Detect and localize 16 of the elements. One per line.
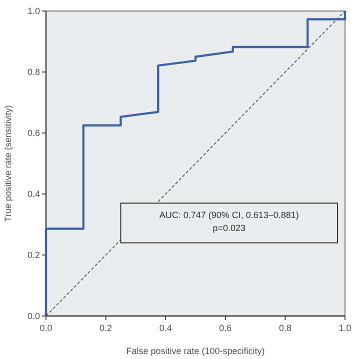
x-tick-label: 0.6 [219, 323, 232, 333]
x-tick-label: 1.0 [338, 323, 352, 333]
annotation: p=0.023 [212, 223, 246, 234]
y-tick-label: 0.6 [27, 128, 40, 138]
y-tick-label: 0.4 [27, 189, 40, 199]
x-tick-label: 0.0 [40, 323, 52, 333]
y-tick-label: 0.8 [27, 67, 40, 77]
x-tick-label: 0.4 [159, 323, 172, 333]
y-tick-label: 0.2 [27, 250, 40, 260]
x-tick-label: 0.8 [278, 323, 292, 333]
x-tick-label: 0.2 [100, 323, 112, 333]
y-tick-label: 1.0 [27, 6, 40, 16]
x-axis-title: False positive rate (100-specificity) [126, 346, 265, 356]
annotation: AUC: 0.747 (90% CI, 0.613–0.881) [159, 210, 299, 220]
y-tick-label: 0.0 [27, 311, 40, 321]
y-axis-title: True positive rate (sensitivity) [3, 105, 13, 222]
